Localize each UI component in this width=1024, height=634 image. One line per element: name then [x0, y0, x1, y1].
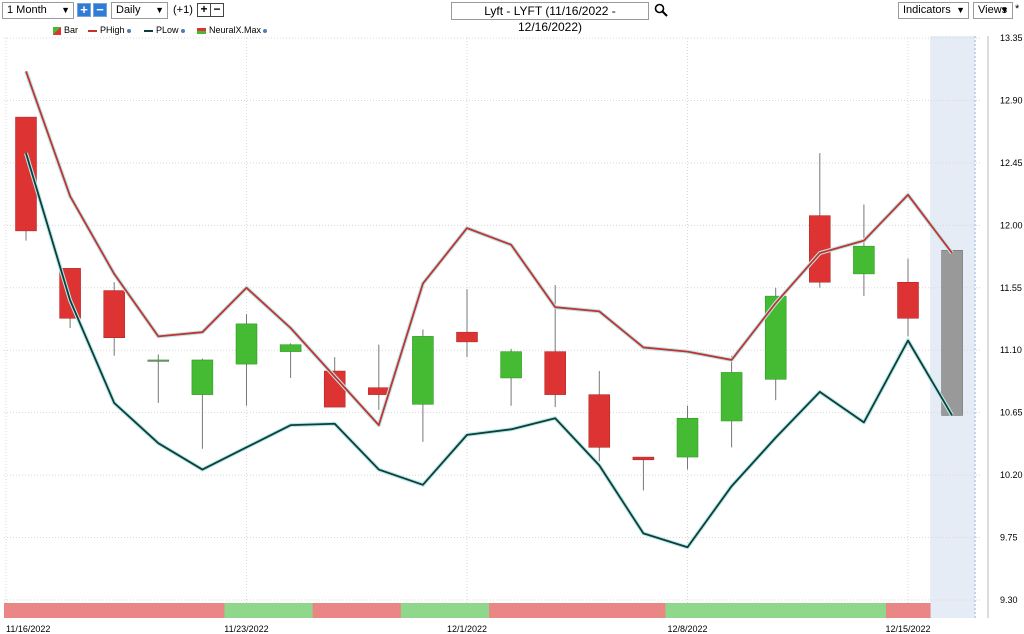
candle-body: [544, 351, 566, 395]
views-label: Views: [978, 4, 1008, 16]
candle-body: [103, 290, 125, 338]
x-tick-label: 12/1/2022: [447, 624, 487, 634]
neuralx-strip-cell: [753, 603, 799, 618]
legend-label: Bar: [64, 25, 79, 35]
neuralx-strip-cell: [621, 603, 666, 618]
offset-label: (+1): [173, 4, 193, 16]
offset-decrease-button[interactable]: −: [210, 3, 224, 17]
candle-body: [368, 387, 390, 395]
y-tick-label: 12.90: [1000, 95, 1023, 105]
candle-body: [588, 394, 611, 448]
neuralx-strip-cell: [577, 603, 622, 618]
candle-body: [191, 359, 214, 395]
y-tick-label: 12.45: [1000, 158, 1023, 168]
neuralx-strip-cell: [48, 603, 93, 618]
neuralx-strip-cell: [709, 603, 755, 618]
candle-body: [456, 331, 478, 343]
neuralx-strip-cell: [356, 603, 402, 618]
candle-body: [853, 245, 875, 275]
neuralx-strip-cell: [268, 603, 314, 618]
neuralx-strip-cell: [92, 603, 137, 618]
settings-dot-icon[interactable]: [263, 28, 268, 33]
legend-label: PLow: [156, 25, 179, 35]
y-tick-label: 9.30: [1000, 595, 1018, 605]
legend-bar: Bar: [53, 24, 78, 36]
neuralx-strip-cell: [312, 603, 358, 618]
y-tick-label: 11.10: [1000, 345, 1022, 355]
neuralx-legend-swatch: [197, 27, 206, 34]
candle-body: [279, 344, 302, 352]
candle-body: [235, 323, 258, 365]
neuralx-strip-cell: [797, 603, 843, 618]
y-tick-label: 10.65: [1000, 408, 1023, 418]
interval-select[interactable]: Daily ▼: [111, 2, 168, 19]
search-icon[interactable]: [654, 3, 668, 17]
neuralx-strip-cell: [4, 603, 49, 618]
zoom-out-button[interactable]: −: [93, 3, 107, 17]
legend-neuralx: NeuralX.Max: [197, 24, 268, 36]
x-tick-label: 12/15/2022: [885, 624, 930, 634]
neuralx-strip-cell: [136, 603, 181, 618]
symbol-title[interactable]: Lyft - LYFT (11/16/2022 - 12/16/2022): [451, 2, 649, 34]
period-value: 1 Month: [7, 4, 47, 16]
neuralx-strip-cell: [533, 603, 578, 618]
neuralx-strip-cell: [444, 603, 490, 618]
candle-body: [15, 116, 37, 232]
bar-legend-swatch: [53, 26, 61, 35]
candle-body: [500, 351, 522, 379]
y-tick-label: 10.20: [1000, 470, 1023, 480]
plow-legend-swatch: [144, 29, 153, 32]
phigh-legend-swatch: [88, 29, 97, 32]
legend-phigh: PHigh: [88, 24, 131, 36]
neuralx-strip-cell: [489, 603, 534, 618]
candle-body: [897, 281, 919, 319]
settings-dot-icon[interactable]: [180, 28, 185, 33]
legend-label: NeuralX.Max: [209, 25, 262, 35]
series-glow-plow: [24, 152, 954, 550]
legend-label: PHigh: [100, 25, 125, 35]
series-line-phigh: [25, 71, 953, 427]
candle-body: [809, 215, 831, 283]
neuralx-strip-cell: [885, 603, 931, 618]
x-tick-label: 11/23/2022: [224, 624, 268, 634]
chevron-down-icon: ▼: [956, 5, 965, 15]
series-line-plow: [25, 152, 953, 549]
neuralx-strip-cell: [400, 603, 446, 618]
zoom-in-button[interactable]: +: [77, 3, 91, 17]
chevron-down-icon: ▼: [1000, 5, 1009, 15]
indicators-select[interactable]: Indicators ▼: [898, 2, 969, 19]
neuralx-strip-cell: [180, 603, 225, 618]
indicators-label: Indicators: [903, 4, 951, 16]
chevron-down-icon: ▼: [61, 5, 70, 15]
forecast-bar: [941, 250, 963, 416]
y-tick-label: 13.35: [1000, 33, 1023, 43]
x-tick-label: 11/16/2022: [6, 624, 50, 634]
chevron-down-icon: ▼: [155, 5, 164, 15]
x-tick-label: 12/8/2022: [667, 624, 707, 634]
candle-body: [676, 417, 699, 458]
candle-body: [147, 359, 170, 362]
candle-body: [764, 295, 787, 380]
y-tick-label: 11.55: [1000, 283, 1022, 293]
offset-increase-button[interactable]: +: [197, 3, 211, 17]
views-select[interactable]: Views ▼: [973, 2, 1013, 19]
legend-plow: PLow: [144, 24, 185, 36]
candle-body: [720, 372, 743, 422]
toolbar: 1 Month ▼ + − Daily ▼ (+1) + − Lyft - LY…: [0, 0, 1024, 34]
neuralx-strip-cell: [841, 603, 887, 618]
y-tick-label: 9.75: [1000, 533, 1018, 543]
candle-body: [412, 336, 434, 405]
star-marker: *: [1015, 3, 1020, 15]
candle-body: [632, 456, 655, 461]
y-tick-label: 12.00: [1000, 220, 1023, 230]
interval-value: Daily: [116, 4, 141, 16]
neuralx-strip-cell: [224, 603, 270, 618]
neuralx-strip-cell: [665, 603, 711, 618]
period-select[interactable]: 1 Month ▼: [2, 2, 74, 19]
settings-dot-icon[interactable]: [126, 28, 131, 33]
